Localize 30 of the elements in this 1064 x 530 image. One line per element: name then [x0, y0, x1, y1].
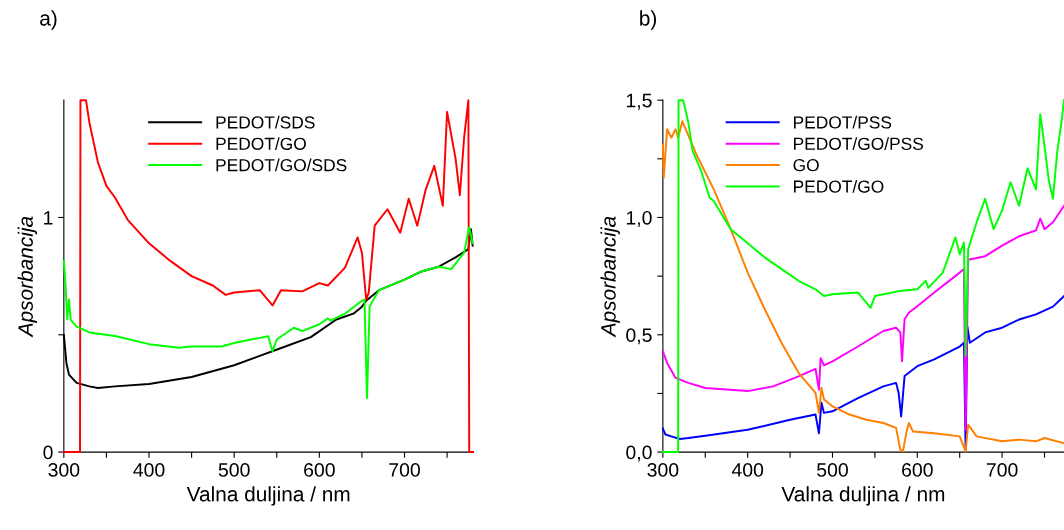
x-tick-label: 300: [48, 463, 80, 477]
x-axis-title: Valna duljina / nm: [186, 486, 350, 506]
x-tick-label: 700: [389, 463, 420, 477]
x-tick-label: 400: [731, 463, 764, 477]
y-tick-label: 1,5: [626, 93, 652, 110]
chart-title: b): [640, 10, 657, 30]
legend-label: PEDOT/GO: [794, 179, 884, 193]
y-tick-label: 0,0: [626, 445, 652, 462]
x-tick-label: 500: [817, 463, 848, 477]
legend-label: GO: [793, 159, 819, 172]
chart-title: a): [40, 10, 57, 30]
x-tick-label: 500: [218, 463, 250, 477]
x-tick-label: 600: [902, 463, 933, 477]
legend-label: PEDOT/GO/PSS: [794, 137, 924, 150]
x-tick-label: 600: [304, 463, 335, 477]
x-tick-label: 300: [647, 463, 679, 477]
legend-label: PEDOT/GO: [216, 137, 306, 150]
y-tick-label: 0,5: [626, 328, 652, 345]
x-tick-label: 700: [986, 463, 1018, 477]
y-tick-label: 0: [43, 445, 53, 460]
y-tick-label: 1: [44, 211, 53, 225]
y-axis-title: Apsorbancija: [600, 216, 620, 338]
x-axis-title: Valna duljina / nm: [781, 486, 945, 506]
legend-label: PEDOT/GO/SDS: [216, 158, 347, 172]
x-tick-label: 400: [133, 463, 165, 477]
y-axis-title: Apsorbancija: [17, 216, 38, 338]
y-tick-label: 1,0: [626, 210, 652, 228]
legend-label: PEDOT/SDS: [216, 115, 315, 129]
legend-label: PEDOT/PSS: [794, 115, 892, 129]
line-series: [661, 204, 1064, 431]
